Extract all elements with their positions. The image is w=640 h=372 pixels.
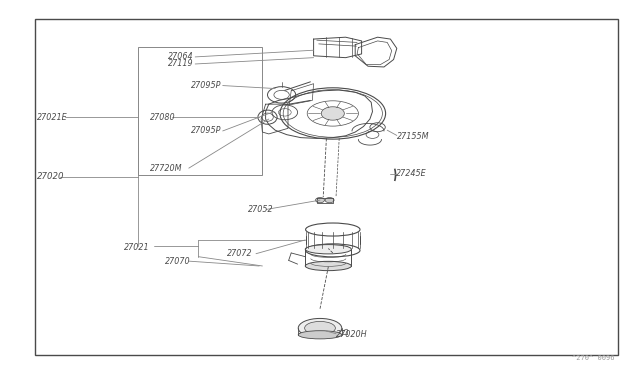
Bar <box>138 46 262 175</box>
Text: 27064: 27064 <box>168 52 193 61</box>
Ellipse shape <box>305 245 351 254</box>
Ellipse shape <box>305 261 351 271</box>
Text: 27072: 27072 <box>227 249 253 258</box>
Circle shape <box>316 198 324 203</box>
Text: 27095P: 27095P <box>191 126 221 135</box>
Circle shape <box>321 107 344 120</box>
Text: 27080: 27080 <box>150 113 175 122</box>
Text: 27245E: 27245E <box>396 169 426 178</box>
Text: 27155M: 27155M <box>397 132 429 141</box>
Text: 27021E: 27021E <box>37 113 68 122</box>
Ellipse shape <box>305 321 335 335</box>
Text: 27021: 27021 <box>124 243 149 252</box>
Text: 27052: 27052 <box>248 205 274 214</box>
Text: 27020H: 27020H <box>336 330 367 339</box>
Text: 27020: 27020 <box>37 172 65 181</box>
Text: 27720M: 27720M <box>150 164 182 173</box>
Text: 27119: 27119 <box>168 60 193 68</box>
Text: 27070: 27070 <box>165 257 191 266</box>
Text: 27095P: 27095P <box>191 81 221 90</box>
Text: ^270^ 0096: ^270^ 0096 <box>572 355 614 361</box>
Circle shape <box>325 198 334 203</box>
Ellipse shape <box>298 331 342 339</box>
Ellipse shape <box>298 318 342 338</box>
